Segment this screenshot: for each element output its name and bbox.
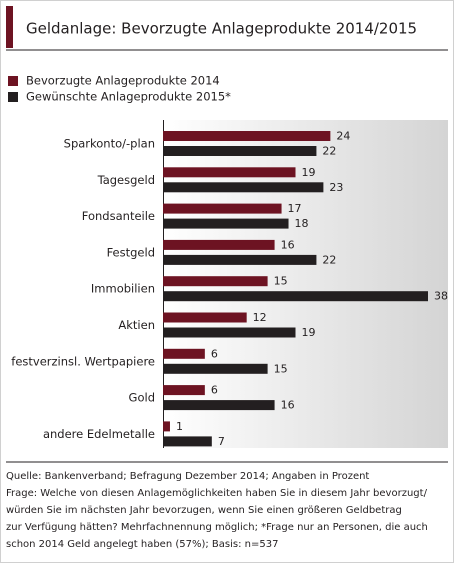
footnote: würden Sie im nächsten Jahr bevorzugen, … <box>6 505 402 516</box>
value-label: 24 <box>336 130 350 143</box>
footnote: Quelle: Bankenverband; Befragung Dezembe… <box>6 471 369 482</box>
bar <box>163 276 268 287</box>
bar <box>163 291 428 302</box>
value-label: 38 <box>434 290 448 303</box>
bar <box>163 421 170 432</box>
bar <box>163 436 212 447</box>
value-label: 12 <box>253 311 267 324</box>
bar <box>163 131 331 141</box>
footnote: schon 2014 Geld angelegt haben (57%); Ba… <box>6 539 278 550</box>
value-label: 17 <box>288 202 302 215</box>
legend-label: Gewünschte Anlageprodukte 2015* <box>26 90 231 104</box>
bar <box>163 348 205 359</box>
bar <box>163 182 324 193</box>
value-label: 1 <box>176 420 183 433</box>
value-label: 15 <box>274 275 288 288</box>
bar <box>163 327 296 338</box>
bar <box>163 312 247 323</box>
bar <box>163 400 275 411</box>
bar <box>163 239 275 250</box>
category-label: Fondsanteile <box>82 209 155 223</box>
legend-label: Bevorzugte Anlageprodukte 2014 <box>26 74 220 88</box>
value-label: 22 <box>322 145 336 158</box>
category-label: Festgeld <box>107 245 155 259</box>
value-label: 19 <box>302 326 316 339</box>
category-label: Aktien <box>118 318 155 332</box>
legend-swatch <box>8 76 18 86</box>
value-label: 19 <box>302 166 316 179</box>
bar <box>163 203 282 214</box>
bar <box>163 254 317 265</box>
value-label: 7 <box>218 435 225 448</box>
bar <box>163 385 205 396</box>
bar <box>163 363 268 374</box>
title-accent <box>6 6 13 48</box>
value-label: 18 <box>295 217 309 230</box>
value-label: 22 <box>322 253 336 266</box>
bar <box>163 218 289 229</box>
category-label: Gold <box>129 391 155 405</box>
category-label: festverzinsl. Wertpapiere <box>11 354 155 368</box>
footnote: zur Verfügung hätten? Mehrfachnennung mö… <box>6 522 428 533</box>
category-label: andere Edelmetalle <box>43 427 155 441</box>
value-label: 16 <box>281 399 295 412</box>
category-label: Immobilien <box>91 282 155 296</box>
bar <box>163 167 296 178</box>
category-label: Sparkonto/-plan <box>64 137 155 151</box>
bar <box>163 146 317 156</box>
category-label: Tagesgeld <box>97 173 155 187</box>
value-label: 15 <box>274 362 288 375</box>
value-label: 6 <box>211 347 218 360</box>
value-label: 23 <box>329 181 343 194</box>
value-label: 6 <box>211 384 218 397</box>
chart-title: Geldanlage: Bevorzugte Anlageprodukte 20… <box>26 20 417 38</box>
legend-swatch <box>8 92 18 102</box>
footnote: Frage: Welche von diesen Anlagemöglichke… <box>6 488 428 499</box>
value-label: 16 <box>281 238 295 251</box>
